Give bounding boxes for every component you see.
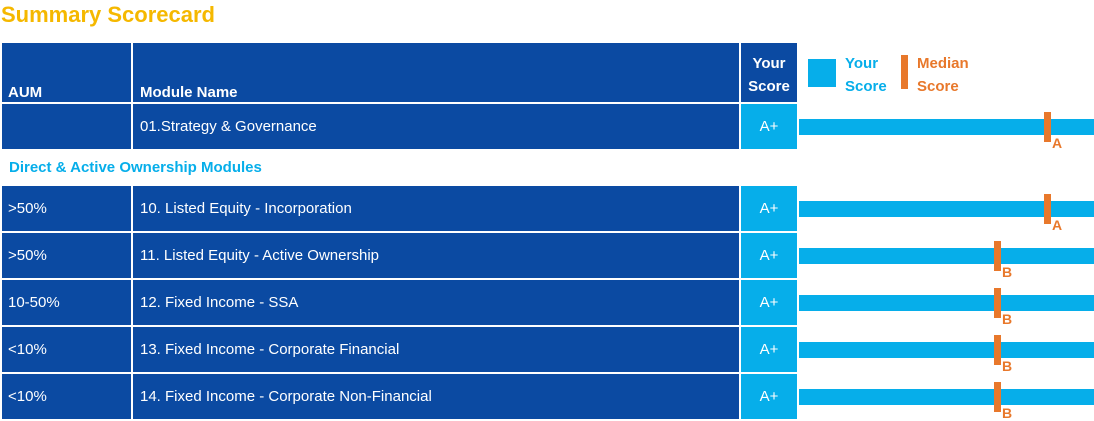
median-score-label: B xyxy=(1002,311,1013,325)
module-name-cell: 11. Listed Equity - Active Ownership xyxy=(133,233,739,278)
table-row: 10-50% 12. Fixed Income - SSA A+ B xyxy=(2,280,1094,325)
median-marker xyxy=(994,335,1001,365)
your-score-cell: A+ xyxy=(741,280,797,325)
score-legend: Your Score Median Score xyxy=(799,43,1094,102)
legend-your-line2: Score xyxy=(845,78,887,95)
module-name-cell: 01.Strategy & Governance xyxy=(133,104,739,149)
legend-median-line2: Score xyxy=(917,78,959,95)
your-score-header: Your Score xyxy=(741,43,797,102)
score-bar-cell: B xyxy=(799,327,1094,372)
your-score-swatch xyxy=(808,59,836,87)
legend-your-line1: Your xyxy=(845,55,879,72)
median-marker xyxy=(994,382,1001,412)
scorecard-table: AUM Module Name Your Score Your Score Me… xyxy=(2,43,1094,421)
your-score-header-line2: Score xyxy=(748,77,790,95)
aum-cell xyxy=(2,104,131,149)
your-score-bar xyxy=(799,201,1094,217)
table-row: 01.Strategy & Governance A+ A xyxy=(2,104,1094,149)
aum-cell: <10% xyxy=(2,327,131,372)
table-row: >50% 11. Listed Equity - Active Ownership… xyxy=(2,233,1094,278)
aum-header: AUM xyxy=(2,43,131,102)
section-label: Direct & Active Ownership Modules xyxy=(9,159,262,176)
median-score-label: A xyxy=(1052,217,1063,231)
median-score-label: B xyxy=(1002,264,1013,278)
your-score-cell: A+ xyxy=(741,104,797,149)
score-bar-cell: A xyxy=(799,104,1094,149)
score-bar-cell: B xyxy=(799,233,1094,278)
your-score-bar xyxy=(799,389,1094,405)
table-row: <10% 13. Fixed Income - Corporate Financi… xyxy=(2,327,1094,372)
score-bar-cell: B xyxy=(799,280,1094,325)
page-title: Summary Scorecard xyxy=(1,2,215,27)
aum-cell: <10% xyxy=(2,374,131,419)
legend-median-score: Median Score xyxy=(917,52,969,98)
aum-cell: >50% xyxy=(2,233,131,278)
module-name-cell: 12. Fixed Income - SSA xyxy=(133,280,739,325)
score-bar-cell: A xyxy=(799,186,1094,231)
median-score-label: B xyxy=(1002,405,1013,419)
your-score-bar xyxy=(799,119,1094,135)
your-score-header-line1: Your xyxy=(752,54,786,72)
table-row: >50% 10. Listed Equity - Incorporation A+ A xyxy=(2,186,1094,231)
table-row: <10% 14. Fixed Income - Corporate Non-Fin… xyxy=(2,374,1094,419)
module-name-cell: 14. Fixed Income - Corporate Non-Financi… xyxy=(133,374,739,419)
legend-your-score: Your Score xyxy=(845,52,887,98)
aum-cell: 10-50% xyxy=(2,280,131,325)
your-score-bar xyxy=(799,295,1094,311)
your-score-cell: A+ xyxy=(741,374,797,419)
module-name-header: Module Name xyxy=(133,43,739,102)
median-score-label: A xyxy=(1052,135,1063,149)
legend-median-line1: Median xyxy=(917,55,969,72)
your-score-cell: A+ xyxy=(741,233,797,278)
score-bar-cell: B xyxy=(799,374,1094,419)
median-marker xyxy=(994,288,1001,318)
your-score-bar xyxy=(799,248,1094,264)
your-score-cell: A+ xyxy=(741,327,797,372)
median-marker xyxy=(1044,194,1051,224)
median-marker xyxy=(1044,112,1051,142)
aum-cell: >50% xyxy=(2,186,131,231)
module-name-cell: 10. Listed Equity - Incorporation xyxy=(133,186,739,231)
median-score-label: B xyxy=(1002,358,1013,372)
median-score-swatch xyxy=(901,55,908,89)
section-header: Direct & Active Ownership Modules xyxy=(2,149,1094,186)
your-score-bar xyxy=(799,342,1094,358)
median-marker xyxy=(994,241,1001,271)
module-name-cell: 13. Fixed Income - Corporate Financial xyxy=(133,327,739,372)
table-header: AUM Module Name Your Score Your Score Me… xyxy=(2,43,1094,102)
your-score-cell: A+ xyxy=(741,186,797,231)
